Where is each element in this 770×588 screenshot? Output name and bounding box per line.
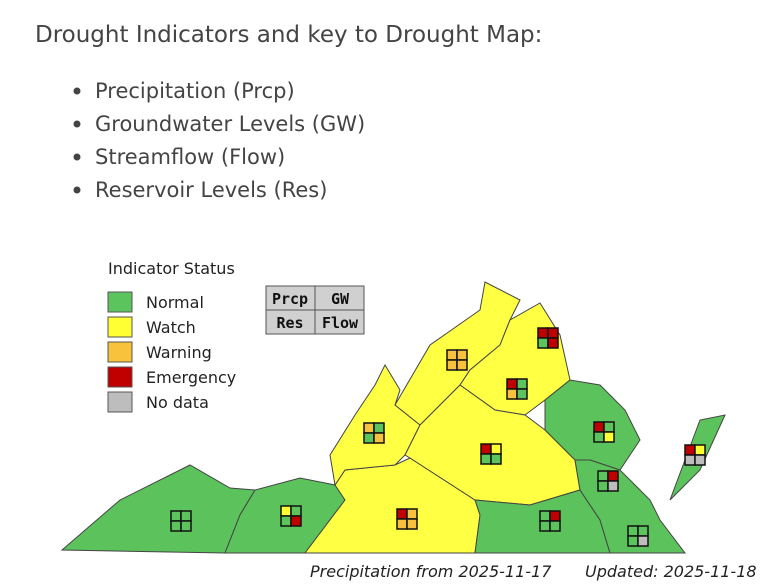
source-note: Precipitation from 2025-11-17 (310, 562, 552, 581)
indicator-cell (396, 508, 408, 520)
legend-title: Indicator Status (108, 259, 235, 278)
indicator-cell (406, 508, 418, 520)
updated-note: Updated: 2025-11-18 (585, 562, 757, 581)
list-item: Reservoir Levels (Res) (95, 178, 327, 202)
key-label: Flow (322, 314, 359, 332)
legend-swatch (107, 391, 133, 413)
indicator-cell (549, 520, 561, 532)
key-label: GW (331, 290, 350, 308)
indicator-cell (537, 337, 549, 349)
indicator-cell (490, 443, 502, 455)
indicator-cell (363, 422, 375, 434)
list-item: Precipitation (Prcp) (95, 79, 295, 103)
indicator-cell (170, 520, 182, 532)
indicator-cell (373, 432, 385, 444)
legend-swatch (107, 291, 133, 313)
indicator-cell (290, 505, 302, 517)
indicator-cell (490, 453, 502, 465)
legend-swatch (107, 341, 133, 363)
bullet (73, 87, 81, 95)
indicator-cell (537, 327, 549, 339)
indicator-cell (597, 470, 609, 482)
indicator-cell (516, 388, 528, 400)
legend-label: No data (146, 393, 209, 412)
indicator-cell (684, 444, 696, 456)
legend-label: Watch (146, 318, 196, 337)
indicator-cell (280, 515, 292, 527)
indicator-cell (170, 510, 182, 522)
legend-label: Normal (146, 293, 204, 312)
indicator-cell (593, 431, 605, 443)
indicator-cell (603, 421, 615, 433)
indicator-cell (446, 349, 458, 361)
key-grid: Prcp GW Res Flow (265, 285, 365, 335)
indicator-cell (456, 359, 468, 371)
indicator-cell (506, 378, 518, 390)
indicator-cell (607, 470, 619, 482)
indicator-cell (627, 535, 639, 547)
indicator-cell (516, 378, 528, 390)
legend-swatch (107, 366, 133, 388)
indicator-cell (373, 422, 385, 434)
bullet (73, 153, 81, 161)
indicator-cell (480, 453, 492, 465)
indicator-cell (456, 349, 468, 361)
indicator-cell (603, 431, 615, 443)
legend-label: Warning (146, 343, 212, 362)
indicator-cell (363, 432, 375, 444)
indicator-cell (593, 421, 605, 433)
indicator-cell (180, 520, 192, 532)
indicator-cell (280, 505, 292, 517)
region (60, 464, 256, 554)
indicator-cell (446, 359, 458, 371)
legend-label: Emergency (146, 368, 236, 387)
indicator-cell (637, 535, 649, 547)
indicator-cell (547, 327, 559, 339)
key-label: Prcp (272, 290, 308, 308)
indicator-list: Precipitation (Prcp) Groundwater Levels … (73, 79, 365, 202)
list-item: Streamflow (Flow) (95, 145, 285, 169)
region (544, 379, 641, 471)
indicator-cell (506, 388, 518, 400)
indicator-cell (627, 525, 639, 537)
indicator-cell (539, 510, 551, 522)
bullet (73, 120, 81, 128)
indicator-cell (607, 480, 619, 492)
indicator-cell (396, 518, 408, 530)
list-item: Groundwater Levels (GW) (95, 112, 365, 136)
indicator-cell (637, 525, 649, 537)
indicator-cell (549, 510, 561, 522)
indicator-cell (290, 515, 302, 527)
indicator-cell (684, 454, 696, 466)
indicator-cell (694, 444, 706, 456)
indicator-cell (180, 510, 192, 522)
indicator-cell (406, 518, 418, 530)
indicator-cell (480, 443, 492, 455)
legend-swatch (107, 316, 133, 338)
bullet (73, 186, 81, 194)
indicator-cell (597, 480, 609, 492)
indicator-cell (539, 520, 551, 532)
key-label: Res (276, 314, 303, 332)
indicator-cell (547, 337, 559, 349)
indicator-cell (694, 454, 706, 466)
heading: Drought Indicators and key to Drought Ma… (35, 22, 542, 48)
